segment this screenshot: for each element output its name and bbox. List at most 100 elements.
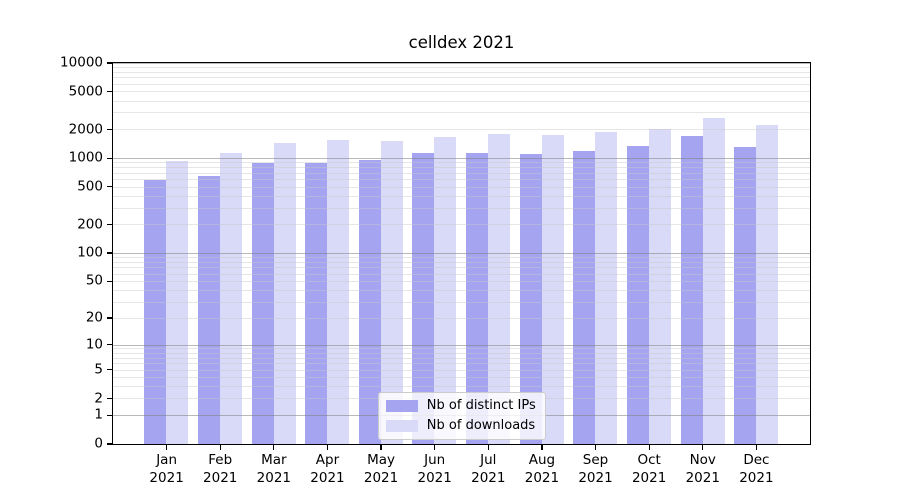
y-axis-tick xyxy=(107,317,112,319)
y-axis-tick xyxy=(107,157,112,159)
x-tick-month: Aug xyxy=(528,452,556,468)
y-axis-tick-label: 100 xyxy=(77,244,103,261)
chart-title: celldex 2021 xyxy=(408,33,515,52)
y-axis-tick xyxy=(107,443,112,445)
y-axis-tick-label: 2000 xyxy=(68,120,103,137)
x-tick-year: 2021 xyxy=(310,469,345,486)
x-axis-tick-label: Mar 2021 xyxy=(242,452,306,487)
x-axis-tick-label: May 2021 xyxy=(349,452,413,487)
y-axis-tick-label: 5000 xyxy=(68,82,103,99)
x-axis-tick xyxy=(326,444,329,450)
x-axis-tick xyxy=(594,444,597,450)
bar-distinct-ips xyxy=(734,146,757,445)
x-tick-month: Sep xyxy=(582,452,609,468)
x-axis-tick xyxy=(541,444,543,450)
legend-label: Nb of distinct IPs xyxy=(426,397,536,413)
legend-item-distinct-ips: Nb of distinct IPs xyxy=(385,397,536,414)
x-tick-year: 2021 xyxy=(471,469,506,486)
y-axis-tick-label: 1 xyxy=(94,406,103,423)
x-axis-tick xyxy=(702,444,704,450)
bar-downloads xyxy=(488,134,511,445)
x-axis-tick-label: Dec 2021 xyxy=(724,452,788,487)
bar-downloads xyxy=(327,140,350,445)
bar-downloads xyxy=(380,141,403,445)
y-axis-tick-label: 500 xyxy=(77,178,103,195)
bar-distinct-ips xyxy=(626,146,649,445)
x-axis-tick-label: Oct 2021 xyxy=(617,452,681,487)
y-axis-tick-label: 10000 xyxy=(60,54,103,71)
bar-downloads xyxy=(702,118,725,445)
x-axis-tick xyxy=(755,444,757,450)
x-tick-year: 2021 xyxy=(631,469,667,486)
legend-label: Nb of downloads xyxy=(426,417,536,433)
x-tick-year: 2021 xyxy=(256,469,292,486)
y-axis-tick xyxy=(107,62,112,64)
x-axis-tick-label: Nov 2021 xyxy=(671,452,735,487)
y-axis-tick xyxy=(107,414,112,416)
y-axis-tick-label: 20 xyxy=(85,309,103,326)
y-gridline-minor xyxy=(112,100,811,102)
bar-downloads xyxy=(220,152,243,445)
bar-downloads xyxy=(541,135,564,445)
y-axis-tick-label: 10 xyxy=(85,336,103,353)
x-axis-tick-label: Feb 2021 xyxy=(188,452,252,487)
y-axis-tick xyxy=(107,224,112,226)
x-tick-year: 2021 xyxy=(363,469,399,486)
y-axis-tick xyxy=(107,280,112,282)
legend-swatch-downloads xyxy=(385,419,418,432)
y-axis-tick-label: 1000 xyxy=(68,149,103,166)
x-axis-tick xyxy=(273,444,275,450)
y-axis-tick-label: 0 xyxy=(94,435,103,452)
legend-item-downloads: Nb of downloads xyxy=(385,417,536,434)
bar-downloads xyxy=(434,136,457,445)
x-axis-tick-label: Sep 2021 xyxy=(564,452,628,487)
y-axis-tick xyxy=(107,344,112,346)
x-axis-tick-label: Jan 2021 xyxy=(135,452,199,487)
x-tick-year: 2021 xyxy=(685,469,720,486)
bar-downloads xyxy=(756,125,779,445)
x-tick-year: 2021 xyxy=(149,469,184,486)
bar-distinct-ips xyxy=(573,151,596,445)
bar-downloads xyxy=(648,128,671,445)
legend: Nb of distinct IPs Nb of downloads xyxy=(377,391,546,440)
x-tick-month: Jan xyxy=(156,452,178,468)
y-axis-tick xyxy=(107,186,112,188)
x-axis-tick xyxy=(219,444,221,450)
bar-distinct-ips xyxy=(680,135,703,445)
y-gridline-minor xyxy=(112,91,811,93)
x-tick-month: Apr xyxy=(315,452,340,468)
x-axis-tick-label: Aug 2021 xyxy=(510,452,574,487)
x-tick-month: Jul xyxy=(480,452,497,468)
y-axis-tick xyxy=(107,128,112,131)
plot-area: Nb of distinct IPs Nb of downloads xyxy=(111,61,812,446)
y-axis-tick-label: 200 xyxy=(77,215,103,232)
bar-distinct-ips xyxy=(198,175,221,445)
legend-swatch-distinct-ips xyxy=(385,399,418,412)
x-tick-month: May xyxy=(367,452,396,468)
x-tick-month: Jun xyxy=(424,452,446,468)
bar-downloads xyxy=(273,143,296,445)
x-tick-year: 2021 xyxy=(203,469,238,486)
x-axis-tick-label: Jun 2021 xyxy=(403,452,467,487)
y-axis-tick xyxy=(107,369,112,371)
x-tick-month: Feb xyxy=(208,452,233,468)
y-axis-tick xyxy=(107,91,112,93)
y-axis-tick xyxy=(107,252,112,254)
bar-distinct-ips xyxy=(412,152,435,445)
bar-distinct-ips xyxy=(144,179,167,445)
y-gridline-minor xyxy=(112,83,811,85)
x-axis-tick xyxy=(487,444,489,450)
y-axis-tick-label: 50 xyxy=(85,272,103,289)
bar-distinct-ips xyxy=(466,152,489,445)
bar-distinct-ips xyxy=(305,162,328,445)
x-tick-year: 2021 xyxy=(524,469,560,486)
y-gridline-minor xyxy=(112,67,811,69)
x-tick-year: 2021 xyxy=(739,469,774,486)
x-axis-tick xyxy=(434,444,436,450)
x-tick-month: Mar xyxy=(261,452,287,468)
y-gridline-minor xyxy=(112,71,811,73)
x-axis-tick-label: Apr 2021 xyxy=(295,452,359,487)
y-axis-tick-label: 5 xyxy=(94,361,103,378)
y-axis-tick-label: 2 xyxy=(94,389,103,406)
